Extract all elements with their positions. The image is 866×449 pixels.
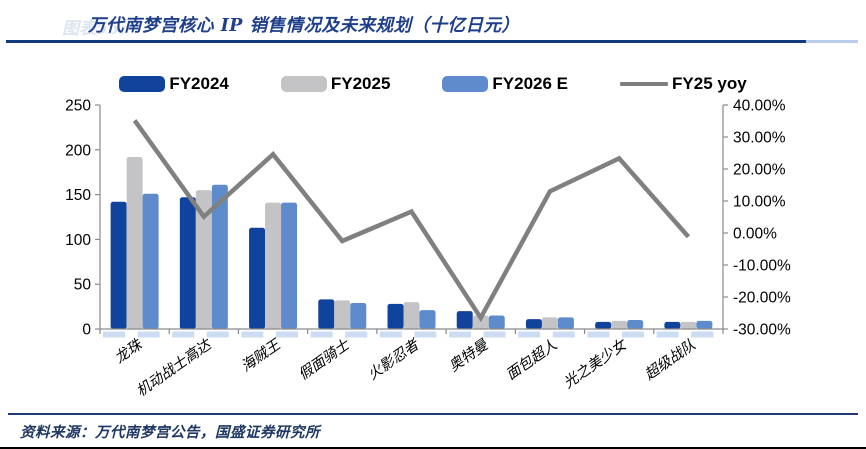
bar-FY2026E-火影忍者 (419, 310, 436, 329)
category-label-海贼王: 海贼王 (238, 335, 285, 375)
axis-highlight-mark (518, 331, 541, 338)
bar-FY2024-面包超人 (525, 319, 542, 329)
right-axis-tick-label: 10.00% (733, 194, 786, 211)
legend-label: FY2025 (330, 74, 391, 93)
bar-FY2026E-机动战士高达 (211, 184, 228, 329)
right-axis-tick-label: -10.00% (733, 258, 791, 275)
title-divider (6, 40, 858, 43)
bar-FY2026E-光之美少女 (627, 320, 644, 329)
bar-FY2024-奥特曼 (456, 311, 473, 329)
axis-highlight-mark (310, 331, 333, 338)
category-label-奥特曼: 奥特曼 (446, 336, 492, 375)
legend-item-FY2026E: FY2026 E (442, 74, 568, 94)
bar-FY2025-光之美少女 (611, 320, 628, 329)
category-label-火影忍者: 火影忍者 (365, 335, 423, 383)
bar-FY2026E-海贼王 (281, 202, 298, 329)
axis-highlight-mark (691, 331, 714, 338)
left-axis-tick-label: 200 (65, 142, 91, 159)
bar-FY2025-超级战队 (680, 321, 697, 329)
axis-highlight-mark (206, 331, 229, 338)
legend-bar-swatch (119, 76, 166, 92)
axis-highlight-mark (414, 331, 437, 338)
legend-item-FY2025: FY2025 (280, 74, 391, 94)
category-label-假面骑士: 假面骑士 (295, 335, 353, 383)
left-axis-tick-label: 250 (65, 98, 91, 115)
axis-highlight-mark (276, 331, 298, 338)
bar-FY2025-奥特曼 (472, 315, 489, 329)
axis-highlight-mark (103, 331, 125, 338)
bar-FY2024-光之美少女 (595, 321, 612, 329)
footer-divider (8, 413, 858, 415)
axis-highlight-mark (241, 331, 264, 338)
legend-line-swatch (620, 81, 669, 87)
bar-FY2026E-面包超人 (557, 317, 574, 329)
axis-highlight-mark (137, 331, 160, 338)
bar-FY2025-机动战士高达 (195, 190, 212, 329)
axis-highlight-mark (587, 331, 610, 338)
bar-FY2025-面包超人 (541, 317, 558, 329)
right-axis-tick-label: 40.00% (733, 98, 786, 115)
legend-item-FY2024: FY2024 (119, 74, 229, 94)
bar-FY2026E-超级战队 (696, 320, 713, 329)
axis-highlight-mark (172, 331, 195, 338)
axis-highlight-mark (552, 331, 575, 338)
bar-FY2025-假面骑士 (334, 300, 351, 329)
bar-FY2026E-奥特曼 (488, 315, 505, 329)
category-label-光之美少女: 光之美少女 (560, 335, 630, 391)
bar-FY2024-假面骑士 (318, 299, 335, 329)
right-axis-tick-label: -30.00% (733, 322, 791, 339)
figure-number-label: 图表55: (62, 19, 126, 39)
bar-FY2025-龙珠 (126, 156, 143, 329)
axis-highlight-mark (345, 331, 368, 338)
chart-title: 万代南梦宫核心 IP 销售情况及未来规划（十亿日元） (88, 16, 520, 36)
yoy-line (132, 119, 691, 323)
bar-FY2025-海贼王 (265, 202, 282, 329)
category-label-机动战士高达: 机动战士高达 (133, 335, 215, 400)
right-axis-tick-label: 0.00% (733, 226, 777, 243)
axis-highlight-mark (622, 331, 644, 338)
bar-FY2024-机动战士高达 (179, 197, 196, 329)
left-axis-tick-label: 150 (65, 187, 91, 204)
right-axis-tick-label: 30.00% (733, 130, 786, 147)
left-axis-tick-label: 100 (65, 232, 91, 249)
source-note: 资料来源：万代南梦宫公告，国盛证券研究所 (20, 424, 320, 441)
title-divider-highlight (806, 40, 858, 43)
right-axis-tick-label: -20.00% (733, 290, 791, 307)
category-label-龙珠: 龙珠 (111, 335, 146, 366)
legend-bar-swatch (442, 76, 489, 92)
bar-FY2024-龙珠 (110, 201, 127, 329)
axis-highlight-mark (483, 331, 506, 338)
legend-item-FY25yoy: FY25 yoy (620, 74, 747, 94)
bar-FY2024-火影忍者 (387, 303, 404, 329)
axis-highlight-mark (449, 331, 471, 338)
bar-FY2024-超级战队 (664, 321, 681, 329)
legend-bar-swatch (280, 76, 327, 92)
left-axis-tick-label: 0 (82, 322, 91, 339)
axis-highlight-mark (379, 331, 402, 338)
legend-label: FY2024 (169, 74, 229, 93)
bar-FY2026E-假面骑士 (350, 303, 367, 329)
left-axis-tick-label: 50 (74, 277, 92, 294)
category-label-面包超人: 面包超人 (503, 336, 560, 383)
bar-FY2024-海贼王 (249, 227, 266, 329)
chart-canvas: 250 200 150 100 50 0 40.00% 30.00% 20.00% 10.00% 0… (65, 98, 791, 401)
bar-FY2025-火影忍者 (403, 302, 420, 329)
right-axis-tick-label: 20.00% (733, 162, 786, 179)
legend-label: FY2026 E (492, 74, 569, 93)
bar-FY2026E-龙珠 (142, 193, 159, 329)
legend-label: FY25 yoy (672, 74, 747, 93)
category-label-超级战队: 超级战队 (641, 336, 699, 383)
axis-highlight-mark (656, 331, 679, 338)
chart-legend: FY2024 FY2025 FY2026 E FY25 yoy (0, 74, 866, 94)
